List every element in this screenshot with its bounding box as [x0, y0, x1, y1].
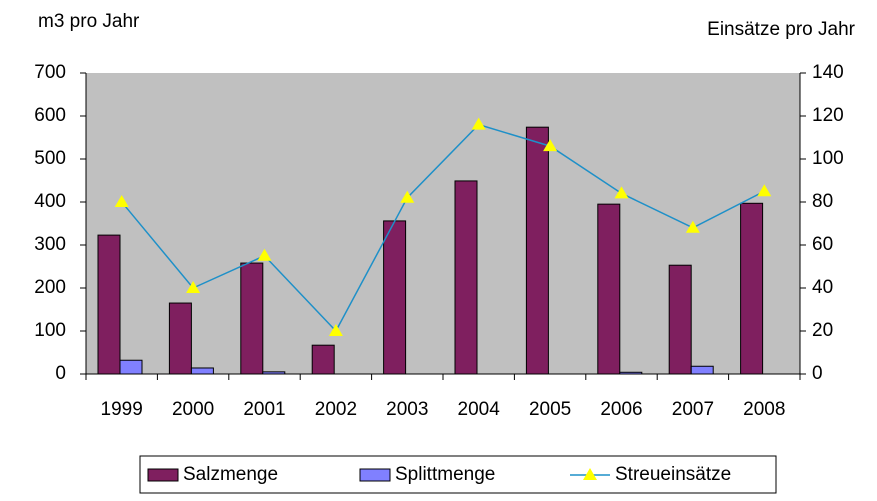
y2-tick-label: 0: [812, 363, 823, 384]
legend-swatch: [147, 468, 179, 482]
y2-tick-label: 120: [812, 105, 844, 126]
x-tick-label: 2005: [529, 399, 571, 420]
line-marker: [757, 184, 772, 197]
y-tick-label: 500: [34, 148, 66, 169]
bar: [454, 180, 478, 375]
line-marker: [471, 117, 486, 130]
y2-tick-label: 80: [812, 191, 833, 212]
line-series: [121, 123, 765, 333]
line-marker: [685, 220, 700, 233]
bar: [690, 365, 714, 375]
y-tick-label: 200: [34, 277, 66, 298]
x-tick-label: 2000: [172, 399, 214, 420]
line-marker: [328, 324, 343, 336]
x-tick-label: 2002: [315, 399, 357, 420]
y-tick-label: 700: [34, 62, 66, 83]
line-marker: [186, 281, 201, 293]
bar: [190, 367, 214, 375]
bar: [668, 264, 692, 375]
bar: [97, 234, 121, 375]
y2-tick-label: 140: [812, 62, 844, 83]
bar: [168, 302, 192, 375]
x-tick-label: 2006: [600, 399, 642, 420]
bar: [525, 126, 549, 375]
bar: [240, 262, 264, 375]
y2-tick-label: 20: [812, 320, 833, 341]
x-tick-label: 2004: [458, 399, 501, 420]
y-axis-title: m3 pro Jahr: [38, 11, 140, 32]
legend-swatch: [359, 468, 391, 482]
y2-tick-label: 100: [812, 148, 844, 169]
bar: [119, 359, 143, 375]
y2-axis-title: Einsätze pro Jahr: [707, 19, 856, 40]
x-tick-label: 1999: [101, 399, 143, 420]
y2-tick-label: 60: [812, 234, 833, 255]
legend-box: [139, 455, 777, 494]
y-tick-label: 600: [34, 105, 66, 126]
x-tick-label: 2008: [743, 399, 785, 420]
y-tick-label: 0: [55, 363, 66, 384]
y-tick-label: 100: [34, 320, 66, 341]
legend-marker: [583, 468, 597, 480]
legend-label: Streueinsätze: [615, 464, 731, 485]
bar: [383, 220, 407, 375]
line-marker: [257, 248, 272, 261]
y-tick-label: 400: [34, 191, 66, 212]
y2-tick-label: 40: [812, 277, 833, 298]
bar: [311, 344, 335, 375]
y-tick-label: 300: [34, 234, 66, 255]
x-tick-label: 2007: [672, 399, 714, 420]
legend-label: Splittmenge: [395, 464, 495, 485]
line-marker: [400, 190, 415, 203]
line-marker: [614, 186, 629, 199]
x-tick-label: 2001: [243, 399, 285, 420]
legend-label: Salzmenge: [183, 464, 278, 485]
bar: [740, 202, 764, 375]
line-marker: [114, 195, 129, 207]
x-tick-label: 2003: [386, 399, 428, 420]
line-marker: [543, 139, 558, 152]
bar: [597, 203, 621, 375]
